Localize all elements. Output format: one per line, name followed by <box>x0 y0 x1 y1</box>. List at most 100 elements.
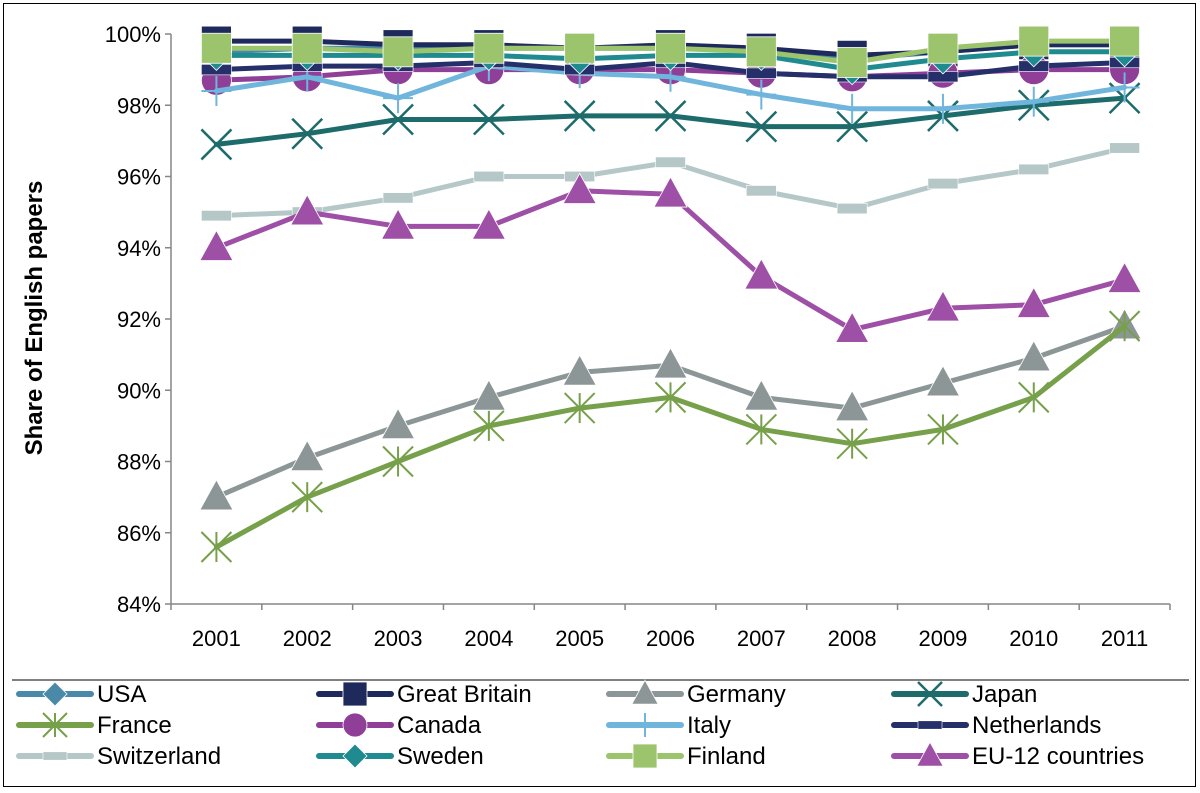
legend-item-switzerland: Switzerland <box>16 743 221 770</box>
x-tick-label: 2006 <box>646 626 695 651</box>
data-point <box>1018 381 1050 414</box>
data-point <box>290 194 325 226</box>
legend-marker <box>631 679 659 705</box>
data-point <box>383 83 414 114</box>
data-point <box>1018 25 1050 57</box>
data-point <box>834 389 870 422</box>
series-line <box>213 188 1128 333</box>
data-point <box>1108 310 1141 342</box>
legend-item-netherlands: Netherlands <box>891 712 1101 739</box>
y-tick-label: 90% <box>117 378 161 403</box>
y-axis-title: Share of English papers <box>21 181 48 456</box>
data-point <box>836 427 868 460</box>
legend-item-great-britain: Great Britain <box>316 681 532 708</box>
legend-label: Germany <box>687 681 786 708</box>
legend-label: USA <box>97 681 146 708</box>
y-tick-label: 94% <box>117 236 161 261</box>
series-switzerland <box>201 142 1140 222</box>
data-point <box>746 79 777 110</box>
series-germany <box>199 308 1142 511</box>
data-point <box>1018 86 1049 117</box>
data-point <box>291 117 324 150</box>
x-tick-label: 2003 <box>374 626 423 651</box>
data-point <box>653 347 688 379</box>
data-point <box>836 110 869 143</box>
data-point <box>473 32 505 64</box>
y-tick-label: 98% <box>117 93 161 118</box>
data-point <box>382 192 414 204</box>
legend-marker <box>632 743 658 769</box>
data-point <box>655 156 686 168</box>
legend-label: Great Britain <box>397 681 532 708</box>
data-point <box>654 381 687 414</box>
data-point <box>837 93 868 124</box>
x-tick-label: 2010 <box>1009 626 1058 651</box>
data-point <box>654 100 687 132</box>
data-point <box>745 36 777 68</box>
legend-label: Japan <box>972 681 1037 708</box>
series-france <box>200 310 1141 563</box>
x-tick-label: 2002 <box>283 626 332 651</box>
series-italy <box>201 51 1140 124</box>
data-point <box>655 32 686 64</box>
data-point <box>1018 163 1050 175</box>
data-point <box>472 103 505 136</box>
axes: 84% 86% 88% 90% 92% 94% 96% 98% 100% 2001 2002 2003… <box>105 22 1171 651</box>
legend-label: Sweden <box>397 743 484 770</box>
y-tick-label: 92% <box>117 307 161 332</box>
legend-label: France <box>97 712 172 739</box>
data-point <box>744 258 779 290</box>
data-point <box>745 413 778 446</box>
data-point <box>562 354 597 386</box>
data-point <box>925 365 961 397</box>
x-tick-label: 2008 <box>828 626 877 651</box>
y-tick-label: 88% <box>117 450 161 475</box>
data-point <box>836 47 868 78</box>
data-point <box>1107 261 1142 293</box>
data-point <box>563 100 596 132</box>
x-tick-label: 2001 <box>192 626 241 651</box>
data-point <box>380 407 416 440</box>
data-point <box>562 172 597 204</box>
legend-marker <box>916 741 944 767</box>
data-point <box>1109 142 1140 154</box>
legend-marker <box>342 743 368 769</box>
data-point <box>291 32 323 64</box>
legend-marker <box>42 681 68 707</box>
legend-marker <box>917 720 943 730</box>
data-point <box>473 170 505 183</box>
legend-marker <box>42 712 68 738</box>
y-tick-label: 84% <box>117 592 161 617</box>
legend-label: Netherlands <box>972 712 1101 739</box>
data-point <box>927 413 959 446</box>
data-point <box>200 128 233 161</box>
legend-item-france: France <box>16 712 172 739</box>
y-tick-label: 100% <box>105 22 161 47</box>
data-point <box>201 210 232 222</box>
x-tick-label: 2007 <box>737 626 786 651</box>
legend-item-usa: USA <box>16 681 146 708</box>
legend-item-italy: Italy <box>606 712 731 739</box>
data-point <box>382 103 414 136</box>
x-tick-label: 2009 <box>918 626 967 651</box>
data-point <box>201 76 232 106</box>
data-point <box>563 392 596 424</box>
data-point <box>927 178 959 190</box>
data-point <box>200 531 233 563</box>
legend-label: Switzerland <box>97 743 221 770</box>
data-point <box>290 439 325 472</box>
data-point <box>1109 72 1140 103</box>
data-point <box>927 32 959 64</box>
legend-item-canada: Canada <box>316 712 482 739</box>
y-tick-label: 86% <box>117 521 161 546</box>
data-point <box>199 229 234 261</box>
legend-item-germany: Germany <box>606 679 786 708</box>
data-point <box>836 203 868 215</box>
legend-marker <box>633 713 657 737</box>
data-point <box>1109 25 1140 57</box>
legend-item-finland: Finland <box>606 743 766 770</box>
x-tick-label: 2004 <box>464 626 513 651</box>
data-point <box>746 185 777 197</box>
legend-label: Finland <box>687 743 766 770</box>
chart-frame: 84% 86% 88% 90% 92% 94% 96% 98% 100% 2001 2002 2003… <box>3 3 1196 787</box>
